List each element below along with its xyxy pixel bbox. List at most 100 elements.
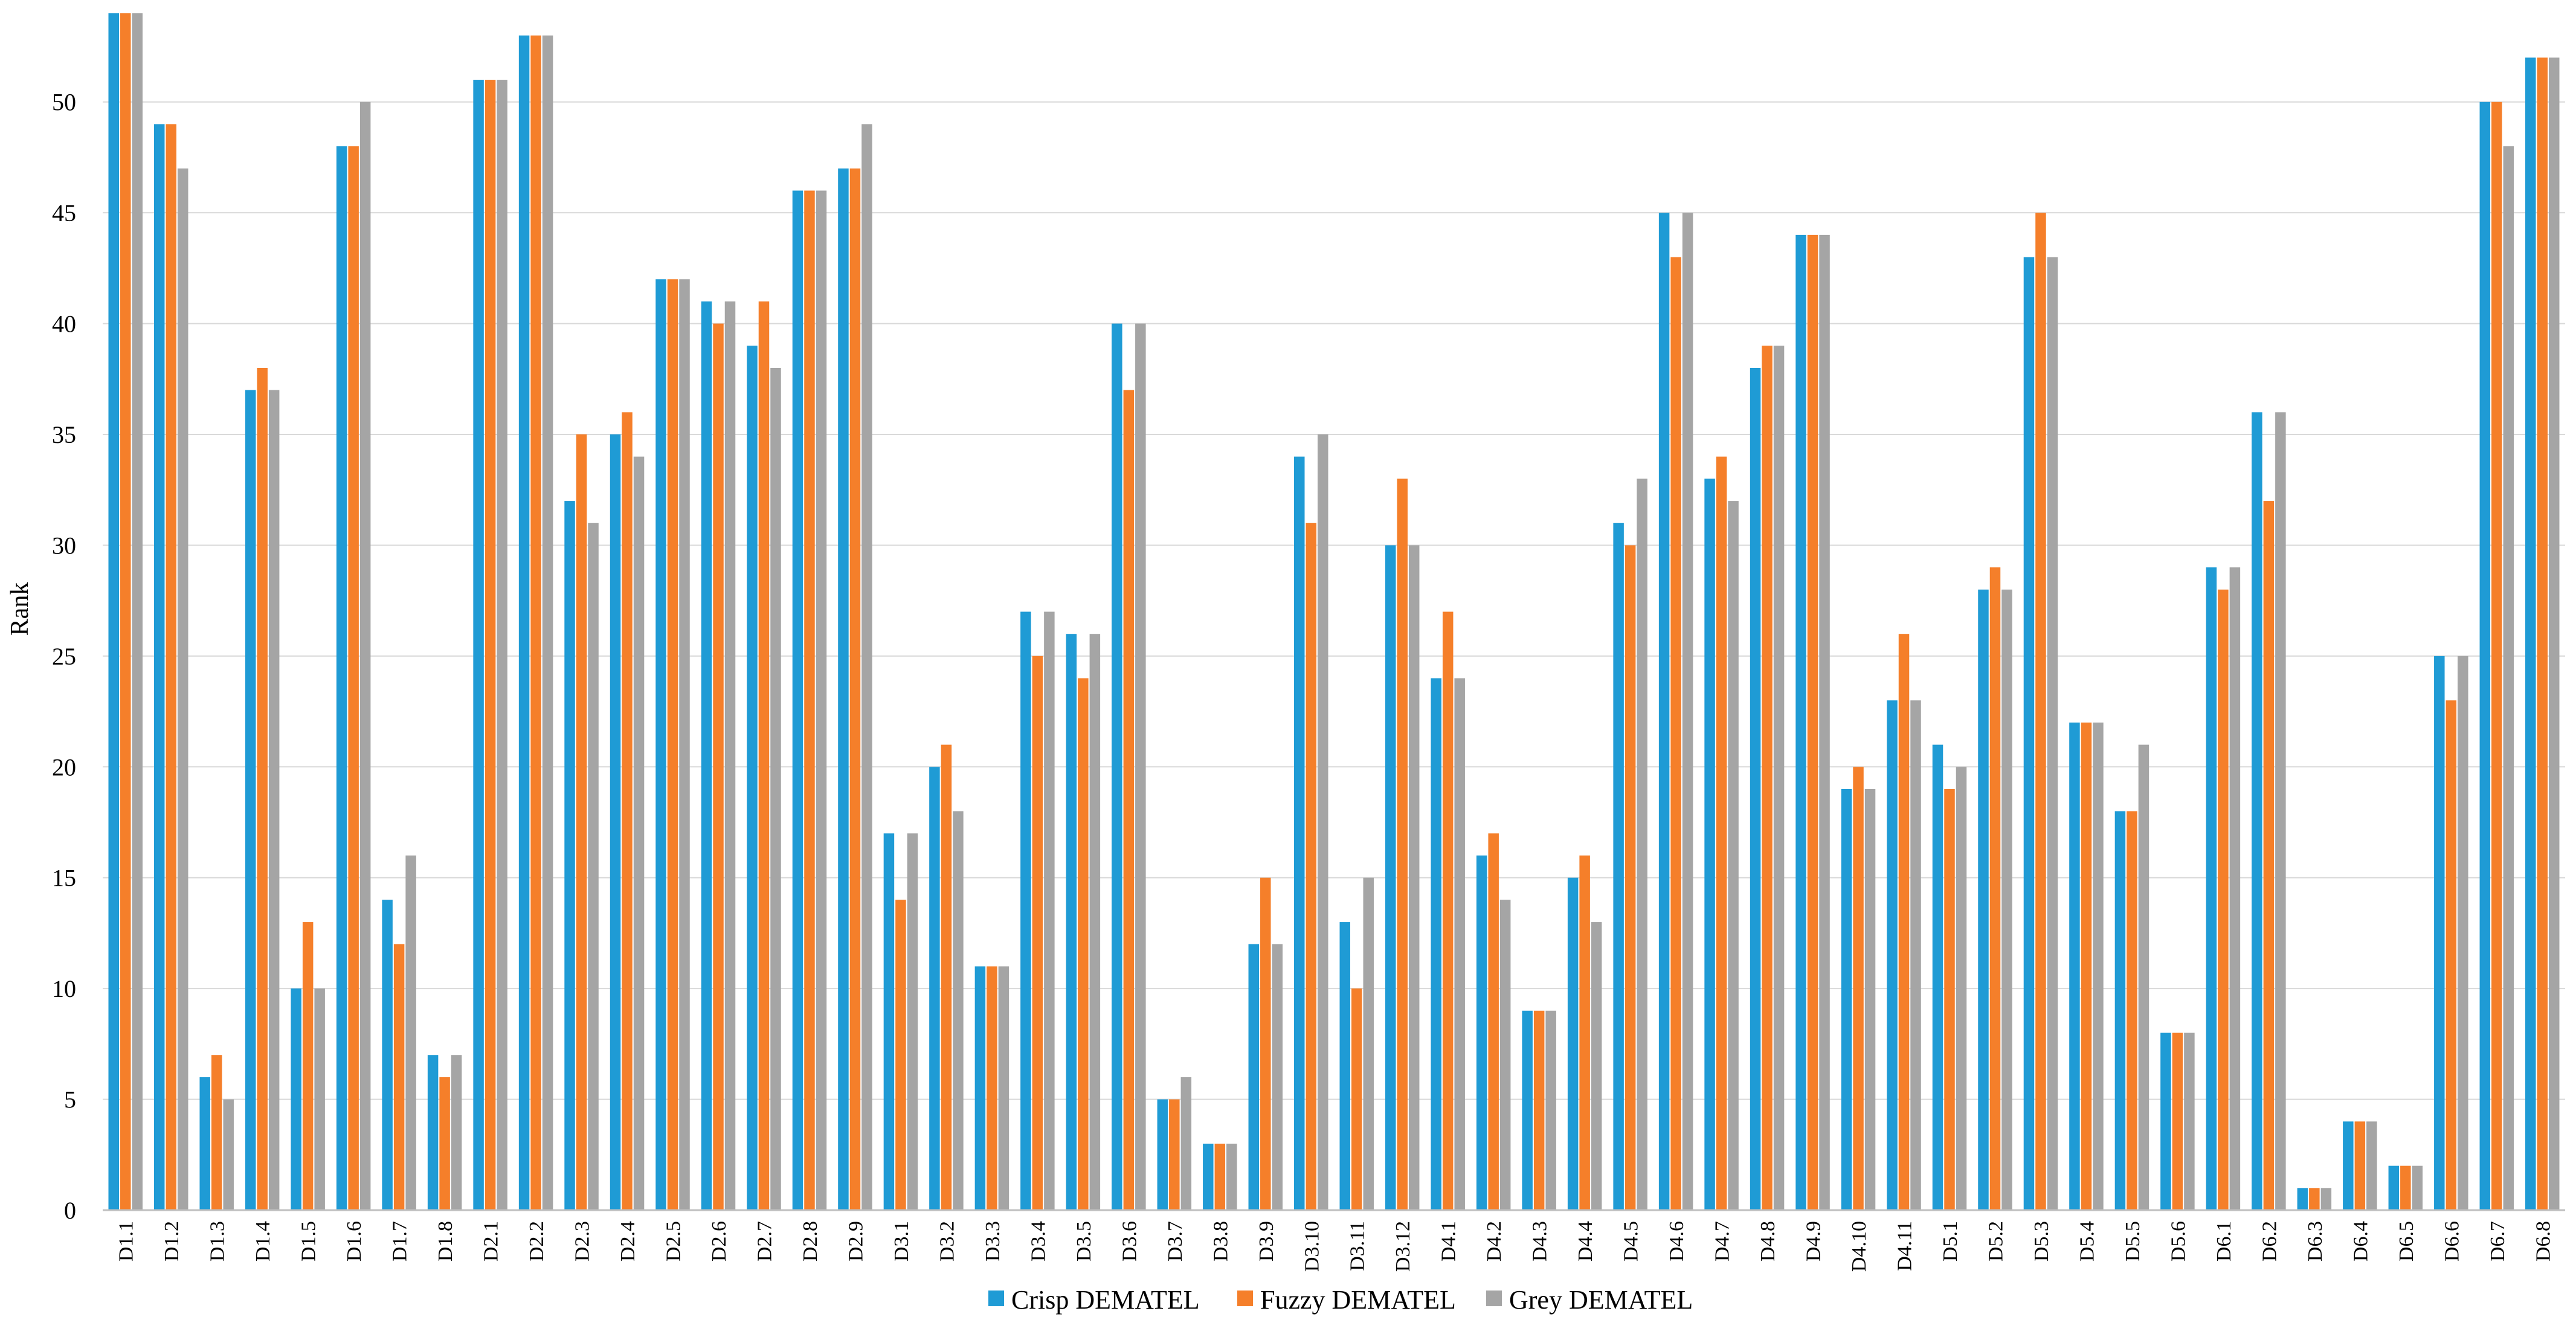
bar-fuzzy-dematel [2263, 501, 2275, 1210]
bar-grey-dematel [451, 1055, 462, 1210]
x-tick-label: D4.10 [1848, 1221, 1870, 1272]
bar-grey-dematel [1819, 234, 1830, 1211]
bar-crisp-dematel [336, 146, 347, 1211]
bar-crisp-dematel [1476, 856, 1487, 1210]
y-tick-label: 5 [64, 1086, 76, 1113]
bar-fuzzy-dematel [987, 966, 997, 1210]
bar-fuzzy-dematel [2446, 700, 2457, 1210]
x-tick-label: D4.5 [1620, 1221, 1643, 1262]
bar-grey-dematel [1180, 1077, 1192, 1210]
x-tick-label: D4.8 [1757, 1221, 1779, 1262]
bar-grey-dematel [1044, 611, 1055, 1210]
x-tick-label: D3.8 [1209, 1221, 1232, 1262]
gridlines [103, 101, 2565, 1100]
bar-crisp-dematel [382, 900, 393, 1210]
x-tick-label: D5.1 [1939, 1221, 1962, 1262]
bar-fuzzy-dematel [393, 944, 405, 1210]
x-tick-labels: D1.1 D1.2 D1.3 D1.4 D1.5 D1.6 D1.7 D1.8 D2.1 D2.2… [115, 1221, 2555, 1272]
bar-fuzzy-dematel [1442, 611, 1454, 1210]
x-tick-label: D3.6 [1118, 1221, 1141, 1262]
x-tick-label: D6.8 [2532, 1221, 2554, 1262]
bar-fuzzy-dematel [1807, 234, 1818, 1211]
bar-fuzzy-dematel [1306, 523, 1317, 1210]
bar-fuzzy-dematel [1214, 1143, 1226, 1210]
y-tick-label: 35 [52, 421, 76, 448]
bar-crisp-dematel [1887, 700, 1898, 1210]
bar-grey-dematel [314, 988, 325, 1210]
bar-fuzzy-dematel [1533, 1010, 1545, 1210]
x-tick-label: D1.1 [115, 1221, 138, 1262]
bar-fuzzy-dematel [2491, 102, 2502, 1211]
bar-fuzzy-dematel [166, 124, 176, 1211]
bar-fuzzy-dematel [1123, 390, 1135, 1210]
x-tick-label: D4.9 [1803, 1221, 1825, 1262]
bar-fuzzy-dematel [1169, 1099, 1180, 1210]
y-tick-label: 10 [52, 975, 76, 1002]
bar-crisp-dematel [929, 767, 940, 1210]
bar-fuzzy-dematel [713, 323, 724, 1211]
bar-grey-dematel [861, 124, 872, 1211]
legend-swatch [1237, 1290, 1253, 1306]
bar-grey-dematel [1089, 634, 1101, 1210]
bar-fuzzy-dematel [2081, 722, 2092, 1210]
x-tick-label: D3.10 [1301, 1221, 1323, 1272]
x-tick-label: D2.8 [799, 1221, 822, 1262]
bar-crisp-dematel [1704, 478, 1715, 1210]
bar-grey-dematel [2366, 1121, 2377, 1210]
bar-grey-dematel [2320, 1188, 2332, 1210]
bar-grey-dematel [1226, 1143, 1237, 1210]
bar-fuzzy-dematel [1260, 877, 1271, 1210]
y-axis-title: Rank [6, 582, 34, 636]
bar-grey-dematel [2458, 656, 2468, 1210]
bar-grey-dematel [1682, 213, 1693, 1211]
bar-grey-dematel [1454, 678, 1465, 1210]
bar-crisp-dematel [2252, 412, 2262, 1211]
bar-crisp-dematel [1112, 323, 1122, 1211]
legend-label: Grey DEMATEL [1509, 1285, 1693, 1315]
bar-crisp-dematel [2525, 57, 2536, 1211]
bar-fuzzy-dematel [941, 744, 952, 1210]
x-tick-label: D5.6 [2167, 1221, 2189, 1262]
x-tick-label: D5.4 [2076, 1221, 2098, 1262]
bar-crisp-dematel [747, 346, 758, 1210]
bar-crisp-dematel [291, 988, 301, 1210]
bar-fuzzy-dematel [1397, 478, 1408, 1210]
bar-fuzzy-dematel [1762, 346, 1773, 1210]
bar-grey-dematel [816, 190, 827, 1211]
bar-grey-dematel [1545, 1010, 1556, 1210]
bar-grey-dematel [679, 279, 690, 1211]
bar-fuzzy-dematel [302, 922, 314, 1210]
bar-grey-dematel [2001, 589, 2012, 1210]
bar-fuzzy-dematel [804, 190, 815, 1211]
bar-fuzzy-dematel [2537, 57, 2548, 1211]
y-tick-label: 50 [52, 89, 76, 116]
bar-fuzzy-dematel [1078, 678, 1089, 1210]
x-tick-label: D4.11 [1894, 1221, 1916, 1271]
bar-fuzzy-dematel [667, 279, 678, 1211]
bar-crisp-dematel [2023, 257, 2035, 1210]
bar-fuzzy-dematel [211, 1055, 222, 1210]
bar-fuzzy-dematel [1944, 788, 1955, 1210]
legend: Crisp DEMATEL Fuzzy DEMATEL Grey DEMATEL [988, 1285, 1693, 1315]
bar-crisp-dematel [792, 190, 803, 1211]
bar-fuzzy-dematel [257, 367, 268, 1211]
bar-crisp-dematel [2388, 1165, 2400, 1210]
bar-crisp-dematel [2114, 811, 2126, 1210]
bar-grey-dematel [1591, 922, 1602, 1210]
bar-crisp-dematel [108, 13, 119, 1210]
bar-grey-dematel [2047, 257, 2058, 1210]
x-tick-label: D1.3 [207, 1221, 229, 1262]
x-tick-label: D4.2 [1483, 1221, 1505, 1262]
x-tick-label: D2.4 [617, 1221, 639, 1262]
bar-crisp-dematel [1932, 744, 1943, 1210]
bar-grey-dematel [724, 301, 736, 1210]
x-tick-label: D6.2 [2258, 1221, 2281, 1262]
bar-fuzzy-dematel [1488, 833, 1499, 1210]
legend-label: Fuzzy DEMATEL [1260, 1285, 1456, 1315]
bar-grey-dematel [1956, 767, 1967, 1210]
y-tick-label: 30 [52, 532, 76, 559]
bar-fuzzy-dematel [576, 434, 587, 1210]
bar-crisp-dematel [2434, 656, 2445, 1210]
legend-swatch [988, 1290, 1004, 1306]
y-tick-labels: 0 5 10 15 20 25 30 35 40 45 50 [52, 89, 76, 1224]
